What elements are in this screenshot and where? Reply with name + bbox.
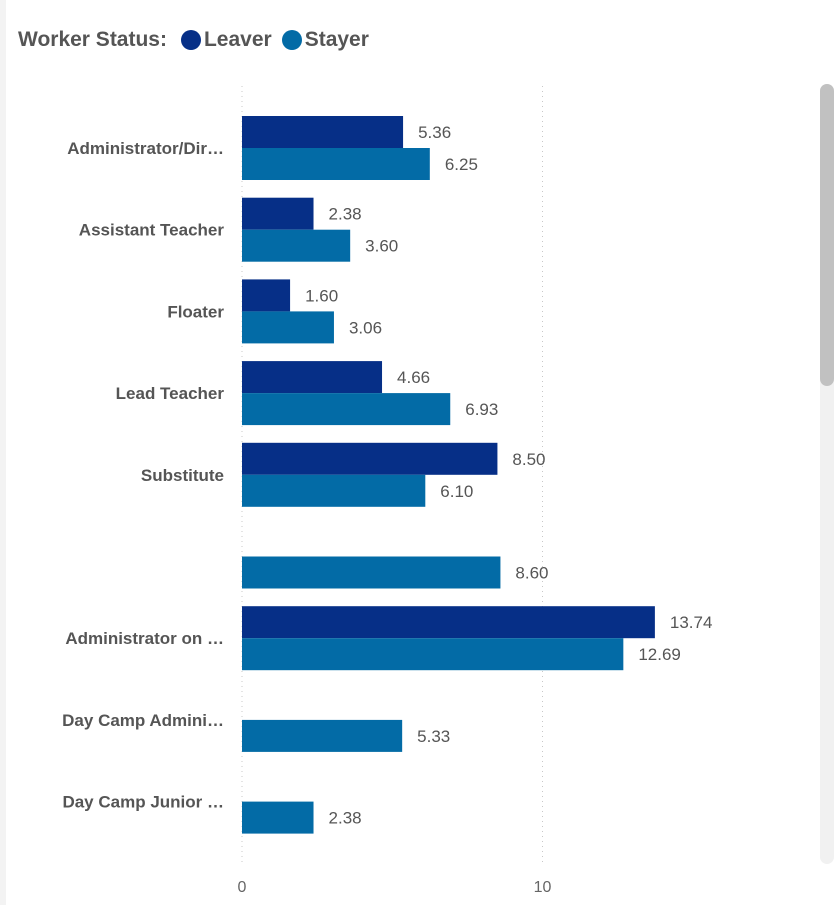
bar-leaver [242, 279, 291, 312]
category-label: Floater [167, 302, 224, 321]
category-label: Substitute [141, 466, 224, 485]
data-label: 5.36 [418, 123, 451, 142]
category-label: Administrator/Dir… [67, 139, 224, 158]
x-tick-label: 0 [238, 879, 247, 896]
category-label: Day Camp Admini… [62, 711, 224, 730]
legend-label-leaver: Leaver [203, 28, 272, 51]
bar-leaver [242, 442, 498, 475]
scrollbar-thumb[interactable] [820, 84, 834, 386]
legend-item-leaver[interactable]: Leaver [180, 28, 272, 52]
data-label: 8.60 [515, 564, 548, 583]
data-label: 6.93 [465, 400, 498, 419]
data-label: 3.06 [349, 318, 382, 337]
legend-title: Worker Status: [18, 28, 167, 51]
bar-stayer [242, 638, 624, 671]
bar-stayer [242, 801, 314, 834]
data-label: 13.74 [670, 613, 713, 632]
data-label: 3.60 [365, 237, 398, 256]
legend-dot-leaver [180, 30, 201, 50]
bar-stayer [242, 393, 451, 426]
bar-stayer [242, 719, 403, 752]
category-label: Assistant Teacher [79, 221, 225, 240]
bar-stayer [242, 311, 334, 344]
legend-dot-stayer [281, 30, 302, 50]
data-label: 6.25 [445, 155, 478, 174]
legend: Worker Status: Leaver Stayer [18, 26, 379, 54]
data-label: 4.66 [397, 368, 430, 387]
bar-leaver [242, 606, 655, 639]
data-label: 2.38 [329, 809, 362, 828]
bar-leaver [242, 197, 314, 230]
data-label: 5.33 [417, 727, 450, 746]
data-label: 8.50 [512, 450, 545, 469]
bar-leaver [242, 116, 404, 148]
data-label: 12.69 [638, 645, 681, 664]
category-label: Lead Teacher [116, 384, 225, 403]
bar-leaver [242, 361, 383, 394]
bar-stayer [242, 229, 351, 262]
legend-label-stayer: Stayer [304, 28, 369, 51]
x-tick-label: 10 [534, 879, 552, 896]
data-label: 6.10 [440, 482, 473, 501]
category-label: Administrator on … [65, 629, 224, 648]
data-label: 2.38 [329, 205, 362, 224]
vertical-scrollbar[interactable] [820, 84, 834, 864]
data-label: 1.60 [305, 286, 338, 305]
legend-item-stayer[interactable]: Stayer [281, 28, 369, 52]
bar-stayer [242, 148, 430, 180]
category-label: Day Camp Junior … [62, 793, 224, 812]
bar-stayer [242, 474, 426, 507]
bar-stayer [242, 556, 501, 589]
